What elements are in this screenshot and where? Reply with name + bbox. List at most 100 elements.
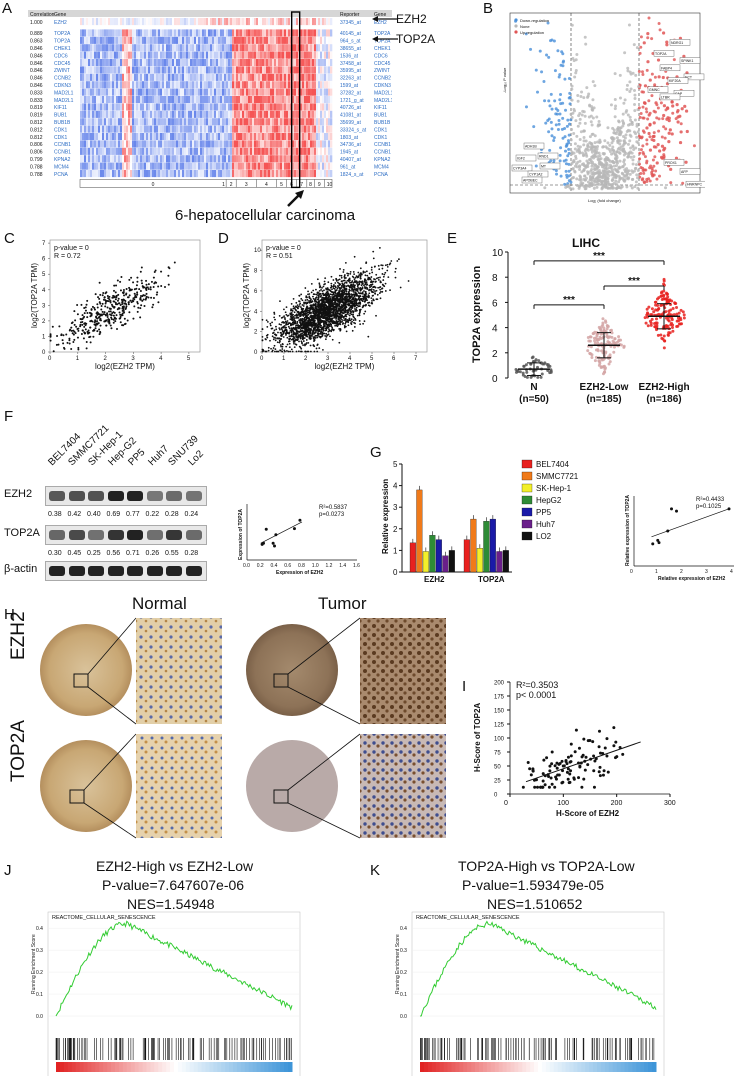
heatmap-cell xyxy=(140,103,142,110)
heatmap-cell xyxy=(252,44,254,51)
volcano-point xyxy=(643,131,646,134)
heatmap-cell xyxy=(206,96,208,103)
heatmap-cell xyxy=(170,163,172,170)
volcano-point xyxy=(632,145,635,148)
heatmap-cell xyxy=(236,59,238,66)
heatmap-cell xyxy=(160,140,162,147)
heatmap-cell xyxy=(172,37,174,44)
heatmap-cell xyxy=(310,74,312,81)
heatmap-cell xyxy=(168,118,170,125)
heatmap-cell xyxy=(330,44,332,51)
heatmap-cell xyxy=(140,126,142,133)
scatter-point xyxy=(110,327,112,329)
scatter-point xyxy=(84,332,86,334)
heatmap-cell xyxy=(112,118,114,125)
heatmap-cell xyxy=(204,111,206,118)
heatmap-cell xyxy=(104,66,106,73)
heatmap-cell xyxy=(110,118,112,125)
heatmap-cell xyxy=(282,148,284,155)
heatmap-cell xyxy=(94,103,96,110)
heatmap-cell xyxy=(310,155,312,162)
heatmap-cell xyxy=(110,81,112,88)
heatmap-cell xyxy=(184,170,186,177)
volcano-point xyxy=(577,145,580,148)
heatmap-cell xyxy=(270,126,272,133)
heatmap-cell xyxy=(248,111,250,118)
heatmap-cell xyxy=(280,111,282,118)
scatter-point xyxy=(65,334,67,336)
heatmap-cell xyxy=(328,155,330,162)
heatmap-cell xyxy=(238,163,240,170)
heatmap-cell xyxy=(180,29,182,36)
heatmap-cell xyxy=(172,133,174,140)
heatmap-cell xyxy=(186,133,188,140)
row-gene: KPNA2 xyxy=(54,157,71,163)
heatmap-cell xyxy=(286,18,288,25)
volcano-point xyxy=(615,150,618,153)
heatmap-cell xyxy=(216,96,218,103)
heatmap-cell xyxy=(266,89,268,96)
heatmap-cell xyxy=(138,140,140,147)
heatmap-cell xyxy=(258,126,260,133)
heatmap-cell xyxy=(242,133,244,140)
heatmap-cell xyxy=(284,170,286,177)
heatmap-cell xyxy=(182,81,184,88)
heatmap-cell xyxy=(240,44,242,51)
scatter-point xyxy=(113,290,115,292)
heatmap-cell xyxy=(276,44,278,51)
volcano-point xyxy=(669,181,672,184)
heatmap-cell xyxy=(166,163,168,170)
heatmap-cell xyxy=(318,148,320,155)
scatter-point xyxy=(129,300,131,302)
heatmap-cell xyxy=(146,18,148,25)
heatmap-cell xyxy=(222,155,224,162)
heatmap-cell xyxy=(80,163,82,170)
heatmap-cell xyxy=(220,52,222,59)
heatmap-cell xyxy=(140,148,142,155)
heatmap-cell xyxy=(280,18,282,25)
heatmap-cell xyxy=(320,126,322,133)
heatmap-cell xyxy=(288,29,290,36)
heatmap-cell xyxy=(302,103,304,110)
heatmap-cell xyxy=(124,148,126,155)
heatmap-cell xyxy=(90,81,92,88)
heatmap-cell xyxy=(92,118,94,125)
heatmap-cell xyxy=(184,44,186,51)
heatmap-cell xyxy=(266,66,268,73)
scatter-point xyxy=(90,314,92,316)
volcano-point xyxy=(577,100,580,103)
scatter-point xyxy=(120,289,122,291)
heatmap-cell xyxy=(256,133,258,140)
heatmap-cell xyxy=(120,81,122,88)
heatmap-cell xyxy=(148,59,150,66)
heatmap-cell xyxy=(274,66,276,73)
heatmap-cell xyxy=(150,170,152,177)
scatter-point xyxy=(77,330,79,332)
heatmap-cell xyxy=(132,74,134,81)
heatmap-cell xyxy=(144,96,146,103)
heatmap-cell xyxy=(280,155,282,162)
heatmap-cell xyxy=(296,103,298,110)
heatmap-cell xyxy=(210,44,212,51)
heatmap-cell xyxy=(120,44,122,51)
heatmap-cell xyxy=(156,66,158,73)
heatmap-cell xyxy=(104,59,106,66)
scatter-point xyxy=(142,285,144,287)
scatter-point xyxy=(349,279,351,281)
heatmap-cell xyxy=(90,59,92,66)
row-correlation: 0.812 xyxy=(30,127,43,133)
heatmap-cell xyxy=(190,111,192,118)
heatmap-cell xyxy=(326,163,328,170)
scatter-point xyxy=(140,290,142,292)
heatmap-cell xyxy=(136,163,138,170)
heatmap-cell xyxy=(92,29,94,36)
volcano-point xyxy=(681,182,684,185)
scatter-point xyxy=(141,300,143,302)
heatmap-cell xyxy=(204,44,206,51)
heatmap-cell xyxy=(196,140,198,147)
volcano-point xyxy=(582,130,585,133)
heatmap-cell xyxy=(206,133,208,140)
heatmap-cell xyxy=(90,18,92,25)
